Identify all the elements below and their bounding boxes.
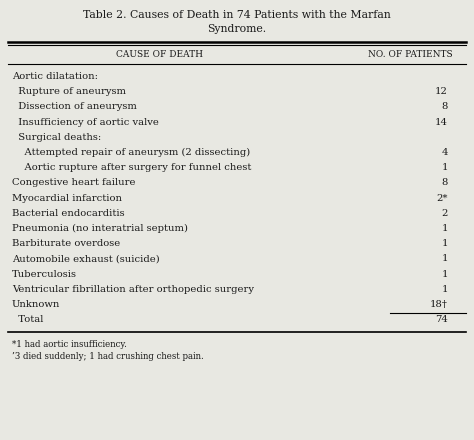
Text: 1: 1 bbox=[441, 239, 448, 248]
Text: Dissection of aneurysm: Dissection of aneurysm bbox=[12, 103, 137, 111]
Text: ’3 died suddenly; 1 had crushing chest pain.: ’3 died suddenly; 1 had crushing chest p… bbox=[12, 352, 204, 361]
Text: 74: 74 bbox=[435, 315, 448, 324]
Text: 8: 8 bbox=[442, 103, 448, 111]
Text: Pneumonia (no interatrial septum): Pneumonia (no interatrial septum) bbox=[12, 224, 188, 233]
Text: Total: Total bbox=[12, 315, 44, 324]
Text: Ventricular fibrillation after orthopedic surgery: Ventricular fibrillation after orthopedi… bbox=[12, 285, 254, 294]
Text: Aortic rupture after surgery for funnel chest: Aortic rupture after surgery for funnel … bbox=[12, 163, 251, 172]
Text: 14: 14 bbox=[435, 117, 448, 127]
Text: 8: 8 bbox=[442, 178, 448, 187]
Text: 1: 1 bbox=[441, 163, 448, 172]
Text: Tuberculosis: Tuberculosis bbox=[12, 270, 77, 279]
Text: Barbiturate overdose: Barbiturate overdose bbox=[12, 239, 120, 248]
Text: 1: 1 bbox=[441, 254, 448, 264]
Text: Unknown: Unknown bbox=[12, 300, 60, 309]
Text: Myocardial infarction: Myocardial infarction bbox=[12, 194, 122, 202]
Text: Automobile exhaust (suicide): Automobile exhaust (suicide) bbox=[12, 254, 160, 264]
Text: Table 2. Causes of Death in 74 Patients with the Marfan: Table 2. Causes of Death in 74 Patients … bbox=[83, 10, 391, 20]
Text: Aortic dilatation:: Aortic dilatation: bbox=[12, 72, 98, 81]
Text: Insufficiency of aortic valve: Insufficiency of aortic valve bbox=[12, 117, 159, 127]
Text: 2: 2 bbox=[442, 209, 448, 218]
Text: 2*: 2* bbox=[437, 194, 448, 202]
Text: Syndrome.: Syndrome. bbox=[208, 24, 266, 34]
Text: NO. OF PATIENTS: NO. OF PATIENTS bbox=[368, 50, 452, 59]
Text: 1: 1 bbox=[441, 270, 448, 279]
Text: Surgical deaths:: Surgical deaths: bbox=[12, 133, 101, 142]
Text: 1: 1 bbox=[441, 285, 448, 294]
Text: 4: 4 bbox=[441, 148, 448, 157]
Text: 12: 12 bbox=[435, 87, 448, 96]
Text: *1 had aortic insufficiency.: *1 had aortic insufficiency. bbox=[12, 341, 127, 349]
Text: 1: 1 bbox=[441, 224, 448, 233]
Text: Attempted repair of aneurysm (2 dissecting): Attempted repair of aneurysm (2 dissecti… bbox=[12, 148, 250, 157]
Text: Bacterial endocarditis: Bacterial endocarditis bbox=[12, 209, 125, 218]
Text: Congestive heart failure: Congestive heart failure bbox=[12, 178, 136, 187]
Text: 18†: 18† bbox=[430, 300, 448, 309]
Text: CAUSE OF DEATH: CAUSE OF DEATH bbox=[117, 50, 203, 59]
Text: Rupture of aneurysm: Rupture of aneurysm bbox=[12, 87, 126, 96]
